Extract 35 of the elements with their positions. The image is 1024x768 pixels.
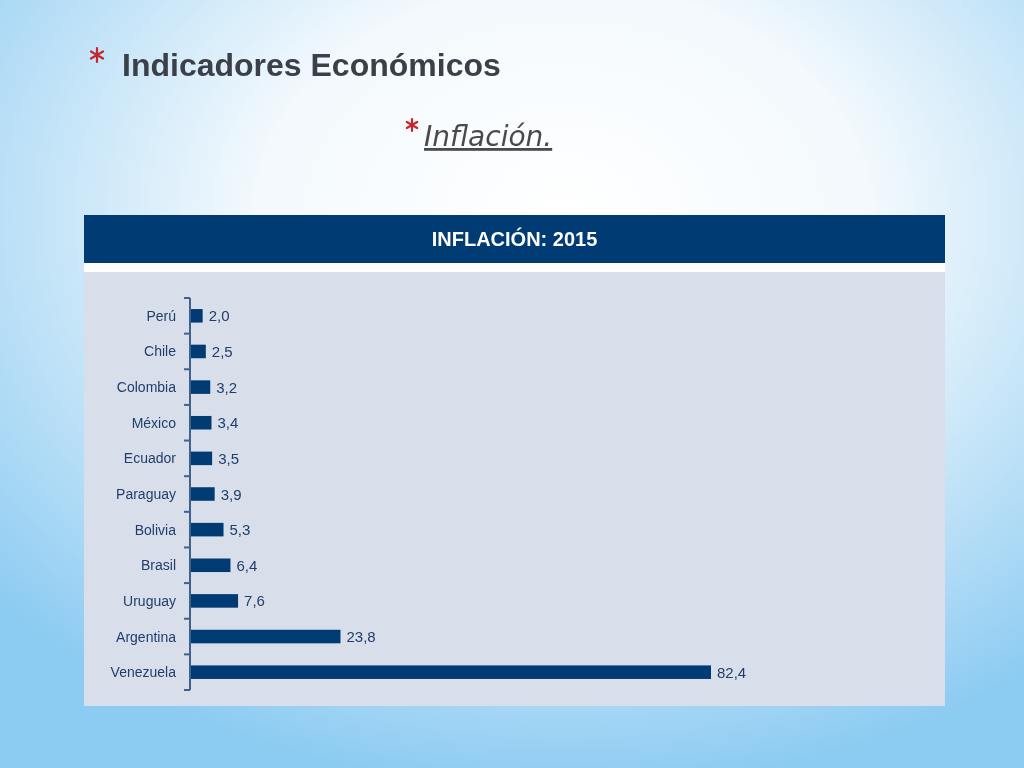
y-tick-label: Venezuela [110,664,177,681]
bar [190,629,341,644]
y-tick-label: Perú [146,307,176,324]
bar [190,380,211,394]
y-tick-label: Argentina [116,628,177,645]
y-tick-label: México [131,414,177,431]
data-label: 3,9 [220,485,242,503]
y-tick-label: Paraguay [116,486,176,502]
y-tick-label: Ecuador [123,450,177,467]
data-label: 7,6 [244,592,265,610]
data-label: 3,5 [218,449,239,467]
y-tick-label: Bolivia [134,521,177,538]
data-label: 3,4 [217,414,239,432]
y-tick-label: Colombia [116,379,177,396]
bar [190,451,213,466]
data-label: 5,3 [229,521,251,539]
y-tick-label: Chile [144,343,177,360]
chart-title: Indicadores Económicos [122,47,501,83]
bar [190,487,215,501]
data-label: 6,4 [236,556,258,574]
bar [190,522,224,537]
bar [190,594,239,608]
data-label: 2,0 [208,307,230,325]
data-label: 82,4 [717,663,747,681]
y-tick-label: Brasil [140,557,176,574]
data-label: 3,2 [216,378,238,396]
bar [190,665,711,679]
bar [190,558,231,573]
y-tick-label: Uruguay [123,592,176,609]
data-label: 23,8 [346,628,376,646]
bar [190,344,206,359]
data-label: 2,5 [211,342,233,360]
chart-subtitle: Inflación. [424,120,553,153]
text: INFLACIÓN: 2015 [431,227,598,250]
bar [190,309,203,323]
